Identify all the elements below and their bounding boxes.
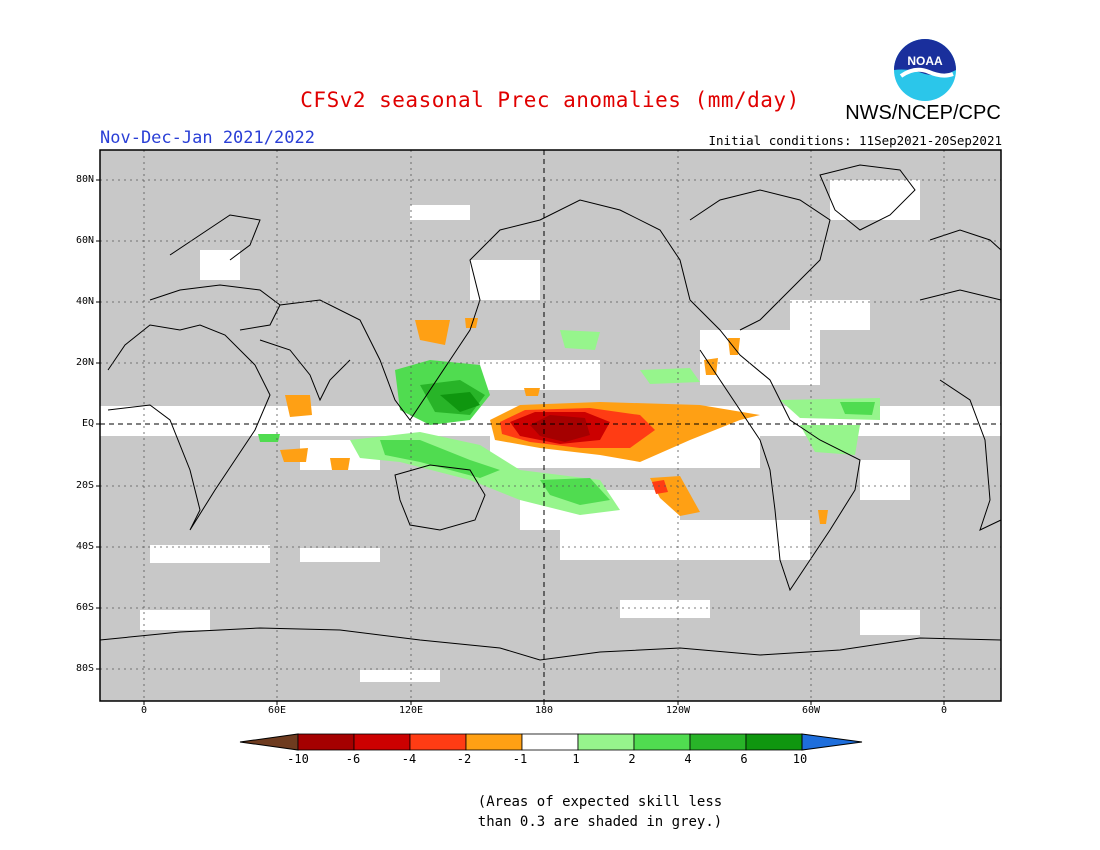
lat-label: 60N [75,235,94,246]
lon-label: 180 [534,705,554,716]
skill-note: (Areas of expected skill less than 0.3 a… [470,792,730,832]
lon-label: 0 [940,705,948,716]
lat-label: 40N [75,296,94,307]
colorbar-label: -10 [287,752,309,766]
colorbar-label: 1 [572,752,580,766]
skill-note-line: (Areas of expected skill less [477,794,723,810]
lat-label: 80N [75,174,94,185]
lat-label: 20N [75,357,94,368]
forecast-period: Nov-Dec-Jan 2021/2022 [100,128,315,148]
map-frame [99,149,1002,702]
colorbar-label: 4 [684,752,692,766]
lon-label: 60E [267,705,287,716]
skill-note-line: than 0.3 are shaded in grey.) [477,814,723,830]
colorbar-label: -1 [512,752,528,766]
colorbar-label: -6 [345,752,361,766]
lat-label: 80S [75,663,94,674]
graticule [100,150,1001,701]
noaa-logo: NOAA [894,39,956,101]
colorbar-label: -4 [401,752,417,766]
lat-label: EQ [81,418,94,429]
lon-label: 60W [801,705,821,716]
axis-ticks [96,179,945,705]
colorbar-label: 10 [792,752,808,766]
lat-label: 20S [75,480,94,491]
colorbar-label: -2 [456,752,472,766]
colorbar-label: 2 [628,752,636,766]
lon-label: 120W [665,705,691,716]
agency-label: NWS/NCEP/CPC [845,102,1001,124]
lat-label: 60S [75,602,94,613]
colorbar-label: 6 [740,752,748,766]
svg-text:NOAA: NOAA [907,54,943,68]
lon-label: 0 [140,705,148,716]
chart-title: CFSv2 seasonal Prec anomalies (mm/day) [300,88,800,112]
coastlines [99,164,1002,661]
initial-conditions: Initial conditions: 11Sep2021-20Sep2021 [708,133,1003,148]
wet-anomaly-regions [258,330,880,515]
reference-lines [100,150,1001,701]
lat-label: 40S [75,541,94,552]
lon-label: 120E [398,705,424,716]
